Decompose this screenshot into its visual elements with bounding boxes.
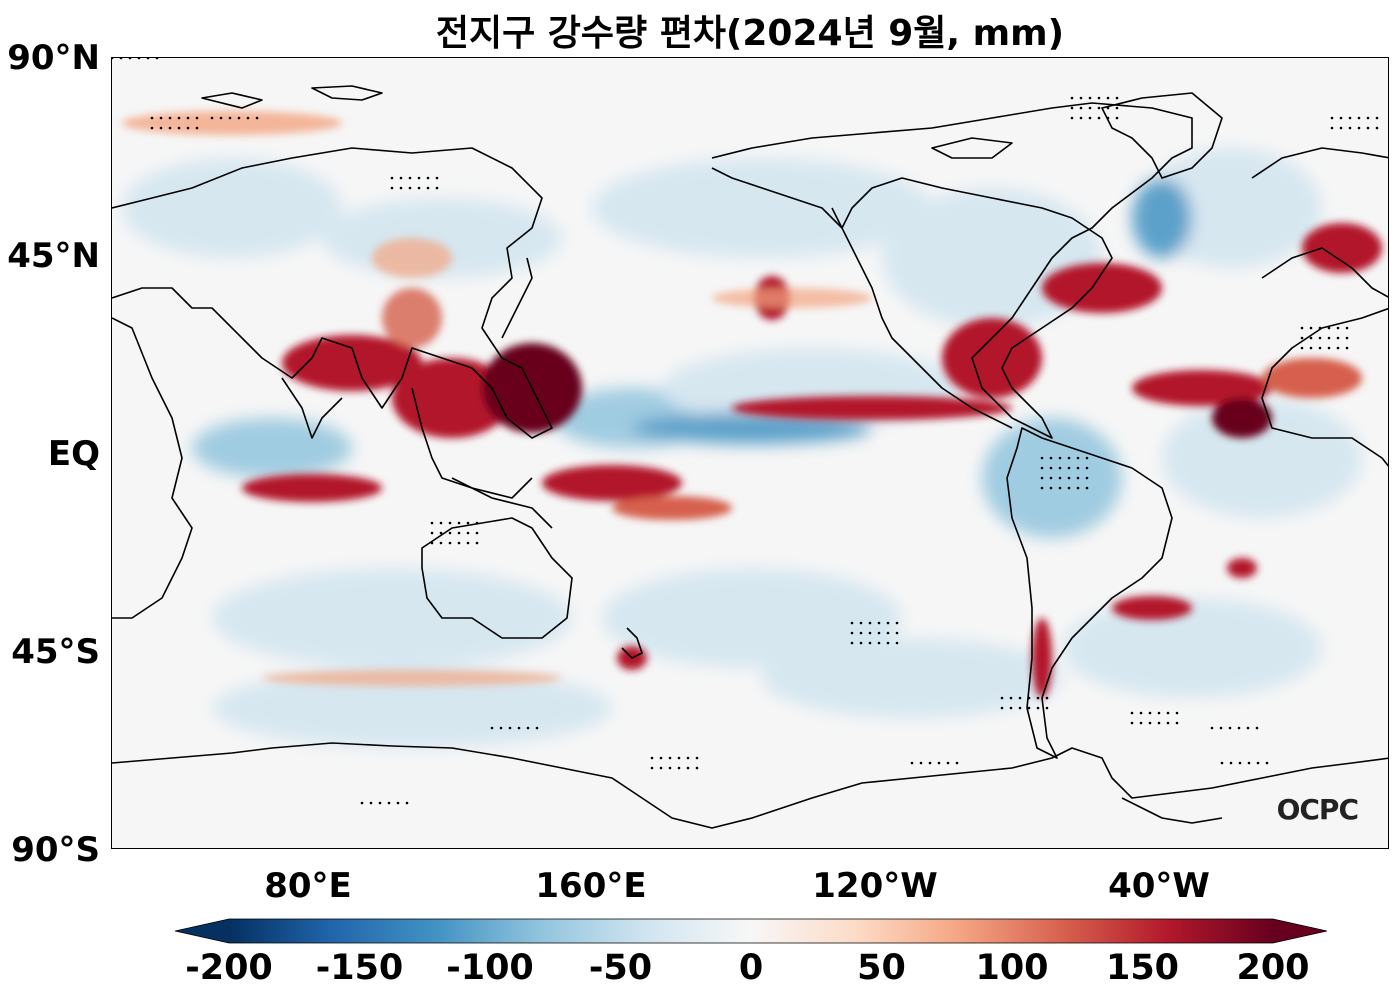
colorbar-tick-label: 200 [1236,948,1310,988]
colorbar-tick-label: 50 [857,948,906,988]
precipitation-anomaly-map: OCPC [111,57,1389,849]
colorbar-tick-label: 100 [975,948,1049,988]
colorbar-tick-label: 0 [738,948,764,988]
colorbar-tick-label: 150 [1105,948,1180,988]
significance-stipples [112,58,1379,805]
map-canvas [112,58,1388,829]
colorbar-max-extend [1273,919,1327,943]
lat-label-eq: EQ [47,434,100,474]
lat-label-90s: 90°S [11,830,100,870]
coastlines [112,85,1388,829]
map-title: 전지구 강수량 편차(2024년 9월, mm) [435,13,1065,54]
lon-label-120w: 120°W [812,866,938,906]
colorbar [175,918,1327,944]
colorbar-tick-label: -150 [315,948,404,988]
negative-anomaly-areas [122,148,1362,748]
lat-label-45s: 45°S [11,632,100,672]
colorbar-gradient [229,919,1273,943]
colorbar-tick-label: -50 [588,948,653,988]
lon-label-40w: 40°W [1108,866,1210,906]
lat-label-45n: 45°N [7,236,100,276]
colorbar-tick-label: -200 [185,948,273,988]
ocpc-logo: OCPC [1276,793,1359,826]
lat-label-90n: 90°N [7,38,100,78]
lon-label-160e: 160°E [535,866,647,906]
colorbar-tick-label: -100 [446,948,534,988]
colorbar-min-extend [175,919,229,943]
lon-label-80e: 80°E [264,866,352,906]
